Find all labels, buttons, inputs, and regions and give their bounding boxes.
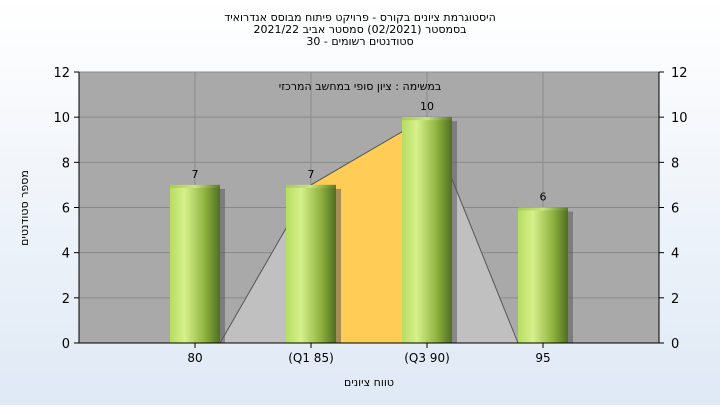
bar-value-label: 7 (308, 168, 315, 181)
bar-0 (170, 184, 220, 343)
chart-title-line-2: בסמסטר (02/2021) סמסטר אביב 2021/22 (253, 23, 466, 36)
y-tick-label-left: 12 (53, 66, 70, 81)
bar-top-3 (518, 207, 568, 211)
x-tick-label: (Q3 90) (404, 351, 450, 365)
y-tick-label-left: 4 (62, 247, 70, 262)
chart-title-line-1: היסטוגרמת ציונים בקורס - פרויקט פיתוח מב… (224, 11, 496, 24)
y-tick-label-right: 2 (671, 292, 679, 307)
bar-2 (402, 117, 452, 344)
y-tick-label-right: 8 (671, 156, 679, 171)
bar-value-label: 7 (192, 168, 199, 181)
x-tick-label: 95 (535, 351, 550, 365)
bar-1 (286, 184, 336, 343)
y-tick-label-right: 12 (671, 66, 688, 81)
x-tick-label: 80 (187, 351, 202, 365)
y-tick-label-left: 8 (62, 156, 70, 171)
y-tick-label-right: 6 (671, 202, 679, 217)
chart-subtitle: במשימה : ציון סופי במחשב המרכזי (279, 80, 442, 93)
bar-top-0 (170, 184, 220, 188)
y-tick-label-right: 10 (671, 111, 688, 126)
bar-value-label: 6 (540, 191, 547, 204)
bar-3 (518, 207, 568, 343)
y-tick-label-left: 0 (62, 337, 70, 352)
y-tick-label-left: 10 (53, 111, 70, 126)
x-tick-label: (Q1 85) (288, 351, 334, 365)
chart-title-line-3: סטודנטים רשומים - 30 (306, 35, 413, 48)
bar-value-label: 10 (420, 100, 434, 113)
y-tick-label-left: 6 (62, 202, 70, 217)
y-tick-label-right: 0 (671, 337, 679, 352)
y-tick-label-right: 4 (671, 247, 679, 262)
x-axis-label: טווח ציונים (344, 376, 394, 389)
y-axis-label: מספר סטודנטים (18, 170, 31, 246)
distribution-outline (219, 116, 519, 344)
bar-top-1 (286, 184, 336, 188)
y-tick-label-left: 2 (62, 292, 70, 307)
bar-top-2 (402, 117, 452, 121)
